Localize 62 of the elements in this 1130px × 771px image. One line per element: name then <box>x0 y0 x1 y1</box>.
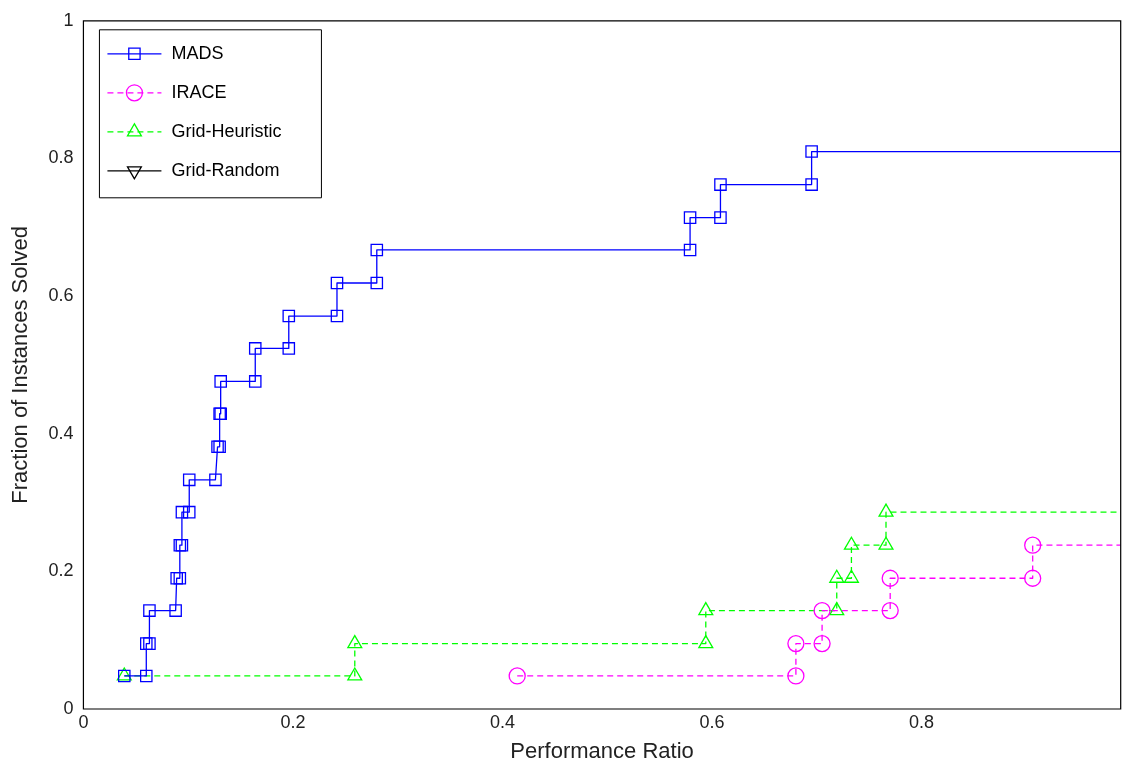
point <box>330 276 344 290</box>
point <box>139 669 153 683</box>
point <box>878 536 894 550</box>
point <box>209 473 222 487</box>
point <box>139 637 153 650</box>
y-axis-title: Fraction of Instances Solved <box>7 226 33 504</box>
legend-label: Grid-Heuristic <box>171 120 282 141</box>
point <box>843 569 860 583</box>
y-tick-label: 0 <box>63 697 74 718</box>
point <box>248 342 262 355</box>
point <box>881 601 899 620</box>
point <box>170 571 183 585</box>
x-tick-label: 0 <box>78 711 89 732</box>
point <box>698 601 714 616</box>
point <box>813 634 831 653</box>
y-tick-label: 0.6 <box>48 285 74 306</box>
x-tick-label: 0.6 <box>699 711 725 732</box>
y-tick-label: 0.8 <box>48 147 74 168</box>
point <box>813 601 831 620</box>
x-axis-title: Performance Ratio <box>510 737 694 763</box>
point <box>143 604 156 617</box>
point <box>714 178 727 191</box>
legend-label: Grid-Random <box>171 159 280 180</box>
point <box>1024 536 1042 554</box>
y-tick-label: 0.2 <box>48 560 74 581</box>
point <box>330 309 344 323</box>
point <box>787 634 805 653</box>
point <box>347 667 363 681</box>
x-tick-label: 0.2 <box>280 711 306 732</box>
point <box>143 637 156 650</box>
x-tick-label: 0.4 <box>490 711 516 732</box>
point <box>714 211 727 224</box>
x-tick-label: 0.8 <box>909 711 935 732</box>
legend-label: IRACE <box>171 81 227 102</box>
point <box>881 569 899 587</box>
point <box>370 276 384 290</box>
point <box>248 375 262 388</box>
point <box>787 667 805 685</box>
point <box>829 601 845 616</box>
y-tick-label: 0.4 <box>48 422 74 443</box>
point <box>169 604 182 617</box>
y-tick-label: 1 <box>63 9 74 30</box>
point <box>683 211 697 224</box>
point <box>508 667 526 685</box>
point <box>805 145 818 158</box>
point <box>1024 569 1042 587</box>
point <box>347 634 363 649</box>
point <box>182 473 196 487</box>
point <box>805 178 818 191</box>
point <box>878 503 894 517</box>
point <box>175 505 189 519</box>
point <box>843 536 860 550</box>
point <box>182 505 196 519</box>
point <box>282 309 296 323</box>
point <box>214 375 227 388</box>
point <box>698 634 714 649</box>
point <box>173 571 187 585</box>
point <box>370 243 384 257</box>
point <box>829 569 845 583</box>
point <box>282 342 296 355</box>
point <box>683 243 697 257</box>
legend-label: MADS <box>171 42 224 63</box>
